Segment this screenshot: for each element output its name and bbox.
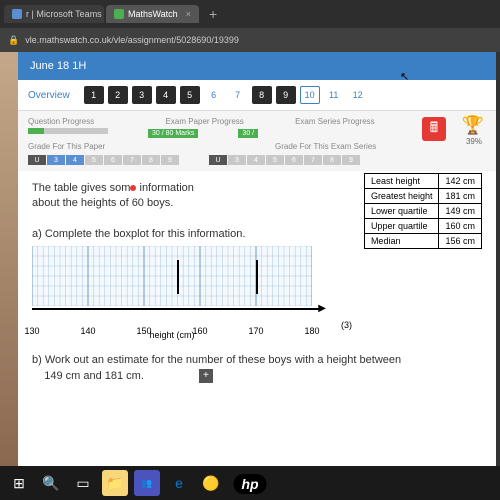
q-nav-3[interactable]: 3 bbox=[132, 86, 152, 104]
q-nav-9[interactable]: 9 bbox=[276, 86, 296, 104]
q-nav-4[interactable]: 4 bbox=[156, 86, 176, 104]
progress-section: Question Progress Exam Paper Progress Ex… bbox=[18, 111, 496, 171]
assignment-title: June 18 1H bbox=[30, 60, 86, 72]
paper-marks-badge: 30 / 80 Marks bbox=[148, 129, 198, 138]
tab-label: r | Microsoft Teams bbox=[26, 9, 102, 19]
q-nav-12[interactable]: 12 bbox=[348, 86, 368, 104]
lock-icon: 🔒 bbox=[8, 35, 19, 46]
part-b-text: b) Work out an estimate for the number o… bbox=[32, 352, 482, 385]
user-mark bbox=[177, 260, 179, 294]
tab-label: MathsWatch bbox=[128, 9, 178, 19]
new-tab-button[interactable]: + bbox=[201, 6, 225, 22]
axis-label: height (cm) bbox=[149, 330, 194, 340]
stats-table: Least height142 cm Greatest height181 cm… bbox=[364, 173, 482, 249]
photo-edge bbox=[496, 52, 500, 466]
edge-icon[interactable]: e bbox=[166, 470, 192, 496]
paper-progress-label: Exam Paper Progress bbox=[166, 117, 244, 126]
calculator-banned-icon: 🖩 bbox=[422, 117, 446, 141]
teams-icon[interactable]: 👥 bbox=[134, 470, 160, 496]
add-answer-button[interactable]: + bbox=[199, 369, 213, 383]
question-content: The table gives som information about th… bbox=[18, 171, 496, 395]
grade-paper-label: Grade For This Paper bbox=[28, 142, 105, 151]
series-marks-badge: 30 / bbox=[238, 129, 258, 138]
chrome-icon[interactable]: 🟡 bbox=[198, 470, 224, 496]
assignment-header: June 18 1H bbox=[18, 52, 496, 80]
hp-logo: hp bbox=[233, 474, 266, 494]
taskview-icon[interactable]: ▭ bbox=[70, 470, 96, 496]
q-nav-2[interactable]: 2 bbox=[108, 86, 128, 104]
table-row: Greatest height181 cm bbox=[364, 189, 481, 204]
search-icon[interactable]: 🔍 bbox=[38, 470, 64, 496]
cursor-icon: ↖ bbox=[400, 70, 409, 83]
photo-edge bbox=[0, 52, 18, 466]
x-axis bbox=[32, 308, 322, 310]
table-row: Least height142 cm bbox=[364, 174, 481, 189]
table-row: Median156 cm bbox=[364, 234, 481, 249]
grade-bar-series: U 3 4 5 6 7 8 9 bbox=[209, 155, 360, 165]
explorer-icon[interactable]: 📁 bbox=[102, 470, 128, 496]
grade-bar-paper: U 3 4 5 6 7 8 9 bbox=[28, 155, 179, 165]
browser-tab-teams[interactable]: r | Microsoft Teams × bbox=[4, 5, 104, 23]
browser-tabs-bar: r | Microsoft Teams × MathsWatch × + bbox=[0, 0, 500, 28]
start-button[interactable]: ⊞ bbox=[6, 470, 32, 496]
url-text[interactable]: vle.mathswatch.co.uk/vle/assignment/5028… bbox=[25, 35, 239, 45]
url-bar: 🔒 vle.mathswatch.co.uk/vle/assignment/50… bbox=[0, 28, 500, 52]
tab-icon bbox=[12, 9, 22, 19]
close-icon[interactable]: × bbox=[186, 9, 191, 19]
q-nav-10[interactable]: 10 bbox=[300, 86, 320, 104]
app-window: June 18 1H Overview 1 2 3 4 5 6 7 8 9 10… bbox=[18, 52, 496, 466]
q-nav-8[interactable]: 8 bbox=[252, 86, 272, 104]
q-nav-5[interactable]: 5 bbox=[180, 86, 200, 104]
boxplot-grid[interactable]: ▶ 130 140 150 160 170 180 height (cm) (3… bbox=[32, 246, 312, 306]
table-row: Lower quartile149 cm bbox=[364, 204, 481, 219]
q-nav-11[interactable]: 11 bbox=[324, 86, 344, 104]
marks-a: (3) bbox=[341, 320, 352, 330]
q-nav-6[interactable]: 6 bbox=[204, 86, 224, 104]
q-nav-7[interactable]: 7 bbox=[228, 86, 248, 104]
series-progress-label: Exam Series Progress bbox=[295, 117, 375, 126]
q-nav-1[interactable]: 1 bbox=[84, 86, 104, 104]
table-row: Upper quartile160 cm bbox=[364, 219, 481, 234]
axis-arrow-icon: ▶ bbox=[318, 303, 326, 314]
browser-tab-mathswatch[interactable]: MathsWatch × bbox=[106, 5, 199, 23]
overview-link[interactable]: Overview bbox=[28, 90, 70, 101]
tab-icon bbox=[114, 9, 124, 19]
question-nav: Overview 1 2 3 4 5 6 7 8 9 10 11 12 ↖ bbox=[18, 80, 496, 111]
trophy-percent: 39% bbox=[466, 137, 482, 146]
question-progress-label: Question Progress bbox=[28, 117, 94, 126]
grade-series-label: Grade For This Exam Series bbox=[275, 142, 376, 151]
trophy-icon: 🏆 bbox=[462, 115, 484, 136]
user-mark bbox=[256, 260, 258, 294]
